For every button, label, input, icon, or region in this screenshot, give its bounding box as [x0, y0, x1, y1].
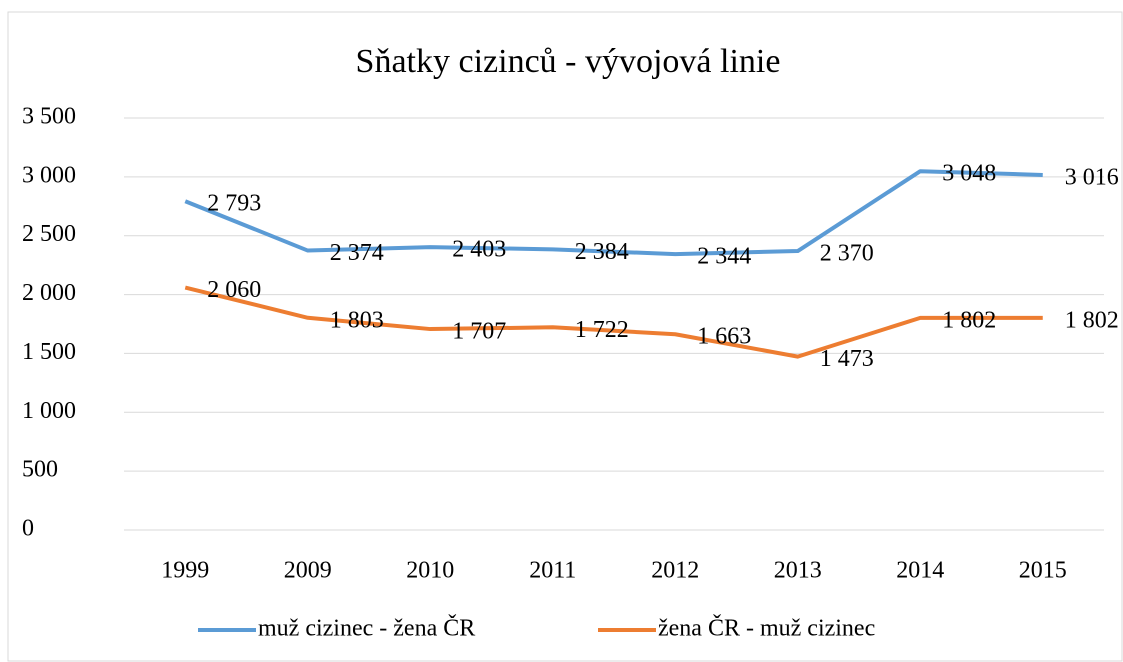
series-line: [184, 169, 1043, 257]
x-tick-label: 2010: [406, 558, 454, 584]
y-tick-label: 2 000: [22, 280, 76, 306]
y-tick-label: 1 500: [22, 339, 76, 365]
data-label: 2 374: [330, 240, 384, 266]
x-tick-label: 2011: [529, 558, 576, 584]
y-tick-label: 3 000: [22, 162, 76, 188]
series-line: [184, 285, 1043, 359]
x-tick-label: 1999: [161, 558, 209, 584]
x-tick-label: 2014: [896, 558, 944, 584]
x-tick-label: 2015: [1019, 558, 1067, 584]
y-tick-label: 500: [22, 457, 58, 483]
chart-frame: [7, 11, 1123, 662]
data-label: 3 048: [942, 161, 996, 187]
legend-label: žena ČR - muž cizinec: [658, 615, 875, 642]
data-label: 2 403: [452, 237, 506, 263]
y-tick-label: 2 500: [22, 221, 76, 247]
y-tick-label: 3 500: [22, 104, 76, 130]
data-label: 2 060: [207, 277, 261, 303]
data-label: 2 370: [820, 241, 874, 267]
x-tick-label: 2009: [284, 558, 332, 584]
data-label: 1 802: [942, 307, 996, 333]
data-label: 2 344: [697, 244, 751, 270]
data-label: 1 707: [452, 319, 506, 345]
data-label: 2 384: [575, 239, 629, 265]
legend-label: muž cizinec - žena ČR: [258, 615, 475, 642]
data-label: 1 663: [697, 324, 751, 350]
data-label: 3 016: [1065, 164, 1119, 190]
data-label: 2 793: [207, 191, 261, 217]
y-tick-label: 0: [22, 516, 34, 542]
y-tick-label: 1 000: [22, 398, 76, 424]
data-label: 1 722: [575, 317, 629, 343]
x-tick-label: 2012: [651, 558, 699, 584]
data-label: 1 802: [1065, 307, 1119, 333]
data-label: 1 473: [820, 346, 874, 372]
chart-title: Sňatky cizinců - vývojová linie: [356, 43, 781, 80]
x-tick-label: 2013: [774, 558, 822, 584]
data-label: 1 803: [330, 307, 384, 333]
